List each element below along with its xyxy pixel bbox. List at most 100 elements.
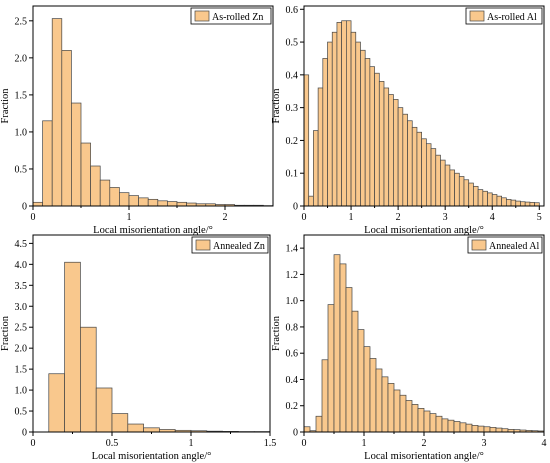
x-tick-label: 0.5 <box>106 438 119 449</box>
y-tick-label: 3.0 <box>15 302 28 313</box>
bar <box>495 427 503 433</box>
bar <box>176 201 187 207</box>
y-tick-label: 2.5 <box>15 323 28 334</box>
y-tick-label: 0 <box>22 202 27 213</box>
bar <box>417 408 425 433</box>
y-tick-label: 0.4 <box>286 375 299 386</box>
bar <box>444 164 451 207</box>
bar <box>381 376 389 433</box>
bar <box>303 74 310 207</box>
bar <box>303 426 311 433</box>
legend-box <box>467 236 543 254</box>
legend-label: Annealed Zn <box>213 241 265 252</box>
bar <box>360 49 366 207</box>
x-tick-label: 4 <box>542 438 547 449</box>
bar <box>109 187 120 207</box>
bar <box>402 113 408 207</box>
bar <box>64 261 81 433</box>
panel-as-rolled-zn: 0 1 2 0 0.5 1.0 1.5 2.0 2.5 Local misorientation … <box>0 5 274 236</box>
legend-box <box>190 7 272 25</box>
bar <box>147 198 159 207</box>
bar <box>463 179 470 207</box>
bar <box>345 287 353 433</box>
bar <box>399 394 407 433</box>
panel-as-rolled-al: 0 1 2 3 4 5 0 0.1 0.2 0.3 0.4 0.5 0.6 Local misorient… <box>271 5 545 236</box>
bar <box>423 410 431 433</box>
bar <box>363 346 371 433</box>
bar <box>387 383 395 433</box>
bar <box>369 358 377 433</box>
x-axis-label: Local misorientation angle/° <box>92 451 212 462</box>
y-tick-label: 0.6 <box>286 349 299 360</box>
legend-label: Annealed Al <box>489 241 539 252</box>
x-tick-label: 3 <box>443 212 448 223</box>
plot-frame <box>303 5 545 207</box>
x-tick-label: 2 <box>396 212 401 223</box>
bar <box>327 41 333 207</box>
y-tick-label: 0.6 <box>286 5 299 16</box>
bar <box>48 373 65 433</box>
bar <box>454 172 460 207</box>
y-tick-label: 1.4 <box>286 244 299 255</box>
bar <box>477 425 485 433</box>
bar <box>315 415 323 433</box>
bar <box>411 404 419 433</box>
x-tick-label: 2 <box>223 212 228 223</box>
panel-annealed-zn: 0 0.5 1 1.5 0 0.5 1.0 1.5 2.0 2.5 3.0 3.5 4.0 4.5 Loca… <box>0 234 276 462</box>
bar <box>421 138 427 207</box>
legend-label: As-rolled Al <box>487 12 537 23</box>
bar <box>435 154 441 207</box>
y-axis-label: Fraction <box>271 88 282 124</box>
bar <box>491 194 498 207</box>
bar <box>435 415 443 433</box>
bar <box>51 18 63 207</box>
bar <box>350 31 357 207</box>
bar <box>465 423 473 433</box>
bar <box>447 419 455 433</box>
bar <box>313 130 319 207</box>
bar <box>477 189 484 207</box>
bar <box>416 131 423 207</box>
x-tick-label: 5 <box>537 212 542 223</box>
bar <box>411 126 418 207</box>
y-tick-label: 0 <box>293 202 298 213</box>
bar <box>336 22 343 207</box>
bar <box>369 66 375 207</box>
legend-swatch <box>195 239 211 251</box>
bar <box>515 200 521 207</box>
x-tick-label: 4 <box>490 212 495 223</box>
y-tick-label: 1.0 <box>15 127 28 138</box>
bar <box>61 50 72 207</box>
bar <box>90 165 101 207</box>
x-tick-label: 2 <box>422 438 427 449</box>
bar <box>80 142 91 207</box>
bar <box>458 176 465 207</box>
y-tick-label: 0.3 <box>286 103 299 114</box>
bar <box>327 304 335 433</box>
bar <box>520 201 526 207</box>
y-axis-label: Fraction <box>271 315 282 351</box>
bar <box>393 99 399 207</box>
bar <box>383 87 390 207</box>
bar <box>506 199 512 207</box>
bar <box>167 201 178 207</box>
legend-swatch <box>471 239 487 251</box>
bar <box>524 201 531 207</box>
y-tick-label: 0 <box>22 428 27 439</box>
y-axis-label: Fraction <box>0 88 11 124</box>
bar <box>138 197 149 207</box>
x-tick-label: 0 <box>302 212 307 223</box>
bar <box>468 182 474 207</box>
bar <box>459 422 467 433</box>
bar <box>143 427 160 433</box>
legend-label: As-rolled Zn <box>212 12 263 23</box>
y-tick-label: 4.0 <box>15 260 28 271</box>
bar <box>119 192 130 207</box>
bar <box>357 329 365 433</box>
y-tick-label: 0 <box>293 428 298 439</box>
y-tick-label: 1.2 <box>286 270 299 281</box>
bar <box>331 31 338 207</box>
bar <box>375 368 383 433</box>
y-tick-label: 2.0 <box>15 53 28 64</box>
bar <box>426 143 432 207</box>
